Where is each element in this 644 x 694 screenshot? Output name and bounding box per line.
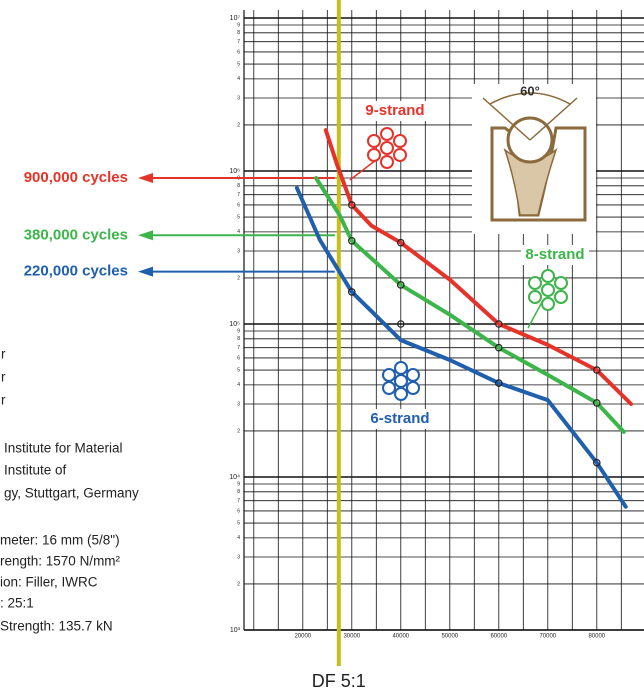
y-tick-label: 5	[237, 520, 240, 526]
y-tick-label: 7	[237, 345, 240, 351]
annotation-label: 220,000 cycles	[24, 263, 128, 280]
note-text: r	[1, 347, 6, 362]
x-tick-label: 80000	[588, 634, 605, 640]
callout	[349, 159, 377, 181]
y-tick-label: 6	[237, 49, 240, 55]
y-tick-label: 4	[237, 535, 240, 541]
note-text: r	[1, 393, 6, 408]
y-tick-label: 3	[237, 95, 240, 101]
note-text: Strength: 135.7 kN	[0, 619, 113, 634]
note-text: gy, Stuttgart, Germany	[4, 486, 139, 501]
y-tick-label: 3	[237, 554, 240, 560]
angle-label: 60°	[520, 83, 540, 98]
y-tick-label: 9	[237, 328, 240, 334]
y-tick-label: 10⁴	[229, 474, 240, 481]
x-tick-label: 20000	[294, 634, 311, 640]
label-bg	[361, 101, 429, 121]
y-tick-label: 7	[237, 192, 240, 198]
test-point	[494, 343, 503, 352]
test-point	[592, 399, 601, 407]
angle-leg	[482, 97, 531, 141]
y-tick-label: 9	[237, 22, 240, 28]
arrow-head	[138, 266, 153, 277]
y-tick-label: 7	[237, 498, 240, 504]
test-point	[396, 281, 405, 289]
icon-6-strand	[382, 361, 420, 401]
y-tick-label: 6	[237, 508, 240, 514]
x-tick-label: 50000	[441, 634, 458, 640]
test-point	[347, 288, 356, 296]
y-tick-label: 10⁵	[229, 321, 240, 328]
series-label: 9-strand	[365, 102, 424, 119]
note-text: Institute for Material	[4, 441, 123, 456]
series-label: 6-strand	[370, 410, 429, 427]
label-bg	[521, 245, 589, 265]
annotation-label: 380,000 cycles	[24, 226, 128, 243]
y-tick-label: 8	[237, 183, 240, 189]
test-point	[347, 236, 356, 245]
y-tick-label: 2	[237, 428, 240, 434]
y-tick-label: 3	[237, 401, 240, 407]
y-tick-label: 8	[237, 336, 240, 342]
y-tick-label: 10⁷	[230, 15, 241, 22]
y-tick-label: 7	[237, 39, 240, 45]
note-text: : 25:1	[0, 596, 34, 611]
note-text: rength: 1570 N/mm²	[0, 554, 121, 569]
icon-8-strand	[528, 269, 568, 311]
y-tick-label: 4	[237, 229, 240, 235]
arrow-head	[138, 173, 153, 184]
icon-9-strand	[367, 127, 407, 169]
reference-label: DF 5:1	[312, 671, 366, 691]
note-text: meter: 16 mm (5/8")	[0, 533, 120, 548]
angle-arc	[489, 92, 571, 105]
series-line	[294, 185, 628, 509]
y-tick-label: 2	[237, 581, 240, 587]
y-tick-label: 6	[237, 202, 240, 208]
arrow-head	[138, 230, 153, 241]
series-label: 8-strand	[525, 246, 584, 263]
y-tick-label: 5	[237, 367, 240, 373]
y-tick-label: 4	[237, 382, 240, 388]
x-tick-label: 30000	[343, 634, 360, 640]
test-point	[592, 366, 601, 374]
y-tick-label: 3	[237, 248, 240, 254]
y-tick-label: 2	[237, 122, 240, 128]
y-tick-label: 6	[237, 355, 240, 361]
test-point	[592, 458, 601, 467]
test-point	[494, 379, 503, 387]
inset-diagram: 60°	[472, 83, 596, 234]
angle-leg	[529, 97, 578, 141]
y-tick-label: 2	[237, 275, 240, 281]
label-bg	[366, 409, 434, 429]
series-line	[323, 128, 634, 406]
y-tick-label: 8	[237, 489, 240, 495]
y-tick-label: 5	[237, 214, 240, 220]
test-point	[396, 238, 405, 247]
test-point	[347, 201, 356, 209]
y-tick-label: 9	[237, 481, 240, 487]
note-text: Institute of	[4, 463, 67, 478]
note-text: r	[1, 370, 6, 385]
y-tick-label: 10³	[230, 627, 241, 634]
y-tick-label: 8	[237, 30, 240, 36]
x-tick-label: 40000	[392, 634, 409, 640]
series-line	[314, 176, 626, 434]
y-tick-label: 10⁶	[229, 168, 240, 175]
annotation-label: 900,000 cycles	[24, 169, 128, 186]
note-text: ion: Filler, IWRC	[0, 575, 98, 590]
test-point	[494, 320, 503, 328]
test-point	[396, 320, 405, 328]
strand-icons	[349, 127, 568, 401]
x-tick-label: 60000	[490, 634, 507, 640]
x-tick-label: 70000	[539, 634, 556, 640]
y-tick-label: 4	[237, 76, 240, 82]
y-tick-label: 5	[237, 61, 240, 67]
callout	[527, 301, 543, 329]
